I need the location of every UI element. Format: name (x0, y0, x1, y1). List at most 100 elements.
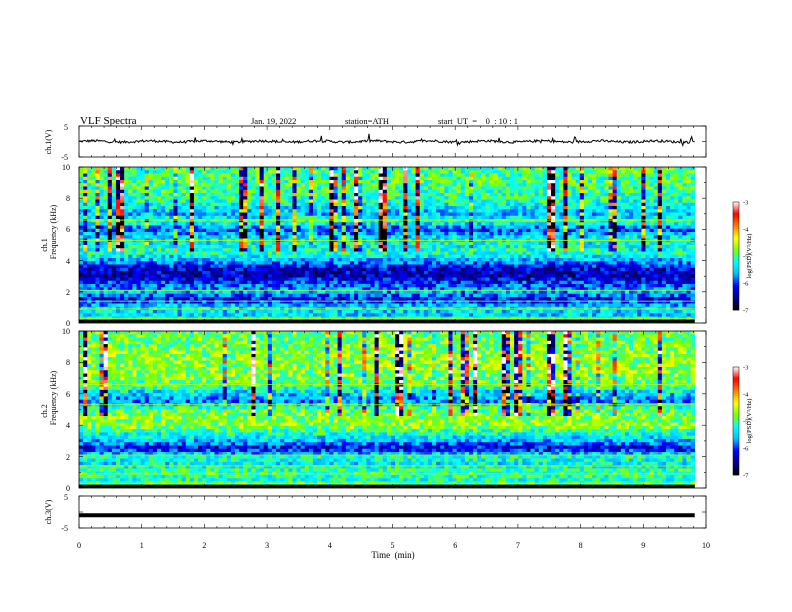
spectrogram-cell (189, 219, 195, 223)
spectrogram-cell (563, 193, 568, 197)
spectrogram-cell (354, 167, 359, 171)
spectrogram-cell (321, 248, 326, 252)
spectrogram-cell (477, 209, 482, 213)
spectrogram-cell (510, 235, 515, 239)
spectrogram-cell (690, 228, 696, 233)
spectrogram-cell (148, 167, 154, 171)
spectrogram-cell (218, 167, 224, 171)
spectrogram-cell (653, 232, 659, 236)
spectrogram-cell (349, 235, 355, 239)
spectrogram-cell (378, 196, 384, 200)
spectrogram-cell (464, 245, 470, 249)
spectrogram-cell (214, 173, 219, 178)
spectrogram-cell (99, 241, 105, 246)
spectrogram-cell (546, 241, 552, 246)
spectrogram-cell (612, 251, 618, 256)
spectrogram-cell (284, 245, 289, 249)
spectrogram-cell (448, 261, 453, 265)
spectrogram-cell (468, 206, 474, 210)
spectrogram-cell (596, 235, 601, 239)
spectrogram-cell (641, 245, 646, 249)
spectrogram-cell (587, 232, 593, 236)
spectrogram-cell (329, 202, 334, 207)
spectrogram-cell (152, 241, 158, 246)
spectrogram-cell (321, 186, 326, 191)
spectrogram-cell (124, 206, 129, 210)
spectrogram-cell (432, 222, 437, 226)
spectrogram-cell (678, 183, 683, 187)
spectrogram-cell (124, 183, 129, 187)
spectrogram-cell (501, 264, 507, 269)
spectrogram-cell (83, 241, 88, 246)
spectrogram-cell (518, 222, 523, 226)
spectrogram-cell (637, 167, 642, 171)
spectrogram-cell (460, 173, 466, 178)
spectrogram-cell (210, 228, 215, 233)
spectrogram-cell (432, 219, 437, 223)
spectrogram-cell (633, 261, 638, 265)
spectrogram-cell (382, 196, 388, 200)
spectrogram-cell (95, 248, 100, 252)
spectrogram-cell (362, 189, 367, 194)
spectrogram-cell (210, 245, 215, 249)
spectrogram-cell (251, 241, 256, 246)
spectrogram-cell (514, 254, 519, 259)
spectrogram-cell (370, 186, 375, 191)
spectrogram-cell (296, 225, 302, 230)
spectrogram-cell (263, 180, 269, 184)
spectrogram-cell (115, 170, 121, 174)
spectrogram-cell (444, 189, 449, 194)
spectrogram-cell (571, 251, 577, 256)
spectrogram-cell (259, 251, 265, 256)
spectrogram-cell (185, 222, 191, 226)
spectrogram-cell (616, 170, 622, 174)
spectrogram-cell (555, 202, 560, 207)
spectrogram-cell (616, 222, 622, 226)
spectrogram-cell (362, 199, 367, 204)
spectrogram-cell (292, 245, 297, 249)
spectrogram-cell (321, 228, 326, 233)
spectrogram-cell (514, 199, 519, 204)
spectrogram-cell (185, 271, 191, 275)
spectrogram-cell (571, 170, 577, 174)
spectrogram-cell (370, 167, 375, 171)
spectrogram-cell (103, 180, 109, 184)
spectrogram-cell (87, 248, 92, 252)
spectrogram-cell (308, 193, 314, 197)
spectrogram-cell (345, 225, 351, 230)
spectrogram-cell (546, 251, 552, 256)
spectrogram-cell (378, 193, 384, 197)
spectrogram-cell (559, 264, 564, 269)
spectrogram-cell (325, 222, 330, 226)
spectrogram-cell (358, 196, 363, 200)
spectrogram-cell (243, 186, 248, 191)
spectrogram-cell (530, 167, 536, 171)
spectrogram-cell (79, 264, 84, 269)
spectrogram-cell (460, 267, 466, 272)
spectrogram-cell (485, 212, 490, 217)
spectrogram-cell (382, 264, 388, 269)
spectrogram-cell (501, 193, 507, 197)
spectrogram-cell (485, 186, 490, 191)
spectrogram-cell (542, 189, 548, 194)
spectrogram-cell (362, 180, 367, 184)
spectrogram-cell (321, 254, 326, 259)
spectrogram-cell (177, 222, 183, 226)
spectrogram-cell (399, 225, 404, 230)
spectrogram-cell (382, 183, 388, 187)
spectrogram-cell (206, 241, 211, 246)
spectrogram-cell (432, 176, 437, 181)
spectrogram-cell (349, 219, 355, 223)
spectrogram-cell (83, 258, 88, 262)
spectrogram-cell (312, 196, 318, 200)
spectrogram-cell (571, 267, 577, 272)
spectrogram-cell (567, 261, 572, 265)
spectrogram-cell (210, 209, 215, 213)
spectrogram-cell (103, 235, 109, 239)
spectrogram-cell (407, 202, 412, 207)
spectrogram-cell (489, 180, 494, 184)
spectrogram-cell (440, 225, 445, 230)
spectrogram-cell (296, 189, 302, 194)
spectrogram-cell (341, 183, 347, 187)
spectrogram-cell (358, 245, 363, 249)
